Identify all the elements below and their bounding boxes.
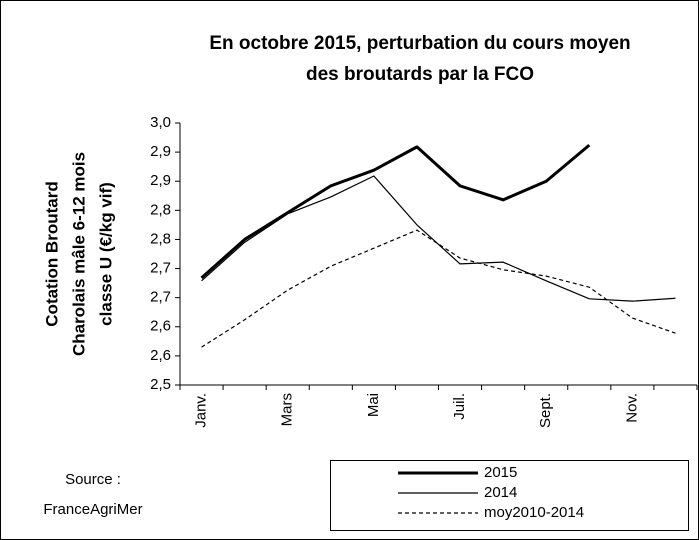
chart-title: En octobre 2015, perturbation du cours m… <box>209 33 630 54</box>
y-axis-label-line: classe U (€/kg vif) <box>96 182 115 326</box>
legend-label: 2015 <box>484 464 517 481</box>
source: FranceAgriMer <box>43 501 142 518</box>
y-tick-label: 2,5 <box>150 376 171 393</box>
legend <box>330 460 689 531</box>
y-tick-label: 2,8 <box>150 230 171 247</box>
y-tick-label: 3,0 <box>150 114 171 131</box>
source: Source : <box>65 471 121 488</box>
y-tick-label: 2,8 <box>150 201 171 218</box>
x-tick-label: Juil. <box>451 393 468 420</box>
line-series <box>201 175 676 302</box>
x-tick-label: Janv. <box>193 393 210 428</box>
y-tick-label: 2,9 <box>150 172 171 189</box>
x-tick-label: Sept. <box>537 393 554 428</box>
y-axis-label-line: Charolais mâle 6-12 mois <box>69 152 88 356</box>
x-tick-label: Mai <box>365 393 382 417</box>
y-tick-label: 2,6 <box>150 318 171 335</box>
y-tick-label: 2,9 <box>150 143 171 160</box>
y-tick-label: 2,7 <box>150 289 171 306</box>
x-tick-label: Nov. <box>623 393 640 423</box>
y-tick-label: 2,6 <box>150 347 171 364</box>
y-axis-label-line: Cotation Broutard <box>42 181 61 326</box>
legend-label: 2014 <box>484 484 517 501</box>
y-tick-label: 2,7 <box>150 260 171 277</box>
y-axis-label: Cotation Broutard Charolais mâle 6-12 mo… <box>42 152 115 356</box>
chart-title: des broutards par la FCO <box>306 64 534 85</box>
line-series <box>201 229 676 348</box>
legend-label: moy2010-2014 <box>484 504 584 521</box>
line-series <box>200 143 591 279</box>
x-tick-label: Mars <box>279 393 296 426</box>
